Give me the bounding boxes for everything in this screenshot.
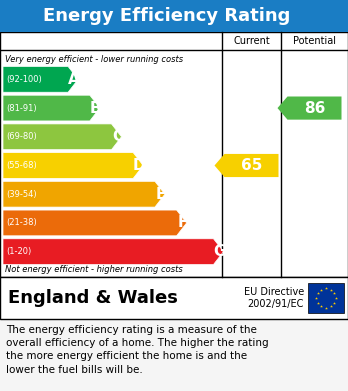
Text: Potential: Potential (293, 36, 336, 46)
Text: (55-68): (55-68) (6, 161, 37, 170)
Text: 65: 65 (241, 158, 262, 173)
Polygon shape (277, 97, 341, 120)
Text: B: B (90, 100, 102, 116)
Text: EU Directive
2002/91/EC: EU Directive 2002/91/EC (244, 287, 304, 309)
Text: D: D (133, 158, 145, 173)
Text: Energy Efficiency Rating: Energy Efficiency Rating (44, 7, 291, 25)
Text: (39-54): (39-54) (6, 190, 37, 199)
Polygon shape (3, 124, 121, 150)
Text: F: F (177, 215, 188, 230)
Polygon shape (214, 154, 278, 177)
Bar (0, 32, 348, 277)
Text: (92-100): (92-100) (6, 75, 42, 84)
Polygon shape (3, 66, 78, 92)
Text: Not energy efficient - higher running costs: Not energy efficient - higher running co… (5, 264, 183, 273)
Text: (69-80): (69-80) (6, 132, 37, 141)
Bar (0, 277, 348, 319)
Text: C: C (112, 129, 123, 144)
Polygon shape (3, 210, 187, 236)
Polygon shape (3, 181, 165, 207)
Bar (0, 0, 348, 32)
Text: (81-91): (81-91) (6, 104, 37, 113)
Text: (1-20): (1-20) (6, 247, 31, 256)
Polygon shape (3, 95, 100, 121)
Polygon shape (3, 152, 143, 178)
Text: The energy efficiency rating is a measure of the
overall efficiency of a home. T: The energy efficiency rating is a measur… (6, 325, 269, 375)
Text: 86: 86 (304, 100, 325, 116)
Polygon shape (3, 239, 223, 264)
Text: G: G (213, 244, 226, 259)
Bar (308, 283, 344, 313)
Text: (21-38): (21-38) (6, 219, 37, 228)
Text: Current: Current (233, 36, 270, 46)
Text: England & Wales: England & Wales (8, 289, 178, 307)
Text: E: E (156, 187, 166, 202)
Text: Very energy efficient - lower running costs: Very energy efficient - lower running co… (5, 56, 183, 65)
Text: A: A (68, 72, 80, 87)
